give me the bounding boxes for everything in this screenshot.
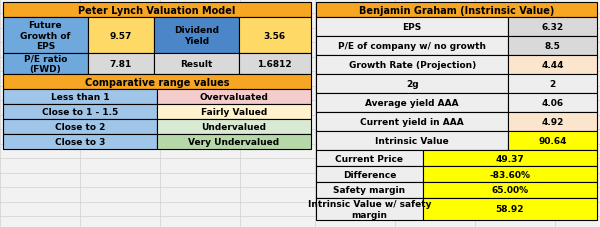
Bar	[316, 198, 423, 220]
Bar	[423, 198, 597, 220]
Text: Undervalued: Undervalued	[202, 122, 266, 131]
Text: 2: 2	[550, 80, 556, 89]
Text: 49.37: 49.37	[496, 154, 524, 163]
Text: 4.06: 4.06	[542, 99, 564, 108]
Text: 1.6812: 1.6812	[257, 60, 292, 69]
Text: 2g: 2g	[406, 80, 419, 89]
Bar	[316, 113, 508, 131]
Bar	[157, 105, 311, 119]
Text: 9.57: 9.57	[110, 31, 132, 40]
Text: Close to 1 - 1.5: Close to 1 - 1.5	[42, 108, 118, 116]
Bar	[508, 94, 597, 113]
Text: Intrinsic Value: Intrinsic Value	[376, 136, 449, 145]
Bar	[88, 18, 154, 54]
Text: Close to 2: Close to 2	[55, 122, 105, 131]
Bar	[423, 182, 597, 198]
Text: Growth Rate (Projection): Growth Rate (Projection)	[349, 61, 476, 70]
Bar	[3, 54, 88, 75]
Bar	[316, 56, 508, 75]
Text: 4.44: 4.44	[541, 61, 564, 70]
Text: Result: Result	[180, 60, 212, 69]
Text: P/E of company w/ no growth: P/E of company w/ no growth	[338, 42, 486, 51]
Text: Close to 3: Close to 3	[55, 137, 105, 146]
Bar	[316, 94, 508, 113]
Bar	[154, 18, 239, 54]
Bar	[88, 54, 154, 75]
Bar	[3, 119, 157, 134]
Bar	[157, 134, 311, 149]
Text: Intrinsic Value w/ safety
margin: Intrinsic Value w/ safety margin	[308, 200, 431, 219]
Bar	[239, 18, 311, 54]
Bar	[316, 150, 423, 166]
Bar	[316, 182, 423, 198]
Bar	[316, 18, 508, 37]
Bar	[316, 37, 508, 56]
Bar	[3, 3, 311, 18]
Text: Overvaluated: Overvaluated	[200, 93, 268, 101]
Text: 4.92: 4.92	[542, 118, 564, 126]
Bar	[316, 166, 423, 182]
Text: Dividend
Yield: Dividend Yield	[174, 26, 219, 45]
Bar	[239, 54, 311, 75]
Bar	[508, 75, 597, 94]
Text: Fairly Valued: Fairly Valued	[201, 108, 267, 116]
Text: Average yield AAA: Average yield AAA	[365, 99, 459, 108]
Bar	[3, 90, 157, 105]
Text: Current yield in AAA: Current yield in AAA	[361, 118, 464, 126]
Bar	[508, 113, 597, 131]
Text: 3.56: 3.56	[264, 31, 286, 40]
Text: Comparative range values: Comparative range values	[85, 77, 229, 87]
Text: P/E ratio
(FWD): P/E ratio (FWD)	[23, 54, 67, 74]
Text: Peter Lynch Valuation Model: Peter Lynch Valuation Model	[79, 5, 236, 15]
Bar	[316, 75, 508, 94]
Bar	[423, 166, 597, 182]
Bar	[423, 150, 597, 166]
Text: Less than 1: Less than 1	[50, 93, 109, 101]
Bar	[157, 90, 311, 105]
Text: 6.32: 6.32	[542, 23, 564, 32]
Bar	[316, 131, 508, 150]
Text: Very Undervalued: Very Undervalued	[188, 137, 280, 146]
Text: 7.81: 7.81	[110, 60, 132, 69]
Text: Future
Growth of
EPS: Future Growth of EPS	[20, 21, 71, 51]
Text: Current Price: Current Price	[335, 154, 403, 163]
Bar	[508, 18, 597, 37]
Bar	[3, 75, 311, 90]
Bar	[508, 37, 597, 56]
Bar	[3, 134, 157, 149]
Bar	[508, 131, 597, 150]
Bar	[508, 56, 597, 75]
Text: 58.92: 58.92	[496, 205, 524, 214]
Text: EPS: EPS	[403, 23, 422, 32]
Bar	[157, 119, 311, 134]
Text: 8.5: 8.5	[545, 42, 560, 51]
Text: Benjamin Graham (Instrinsic Value): Benjamin Graham (Instrinsic Value)	[359, 5, 554, 15]
Text: 65.00%: 65.00%	[491, 186, 529, 195]
Bar	[316, 3, 597, 18]
Bar	[3, 105, 157, 119]
Text: 90.64: 90.64	[538, 136, 567, 145]
Bar	[3, 18, 88, 54]
Bar	[154, 54, 239, 75]
Text: Safety margin: Safety margin	[334, 186, 406, 195]
Text: Difference: Difference	[343, 170, 396, 179]
Text: -83.60%: -83.60%	[490, 170, 530, 179]
